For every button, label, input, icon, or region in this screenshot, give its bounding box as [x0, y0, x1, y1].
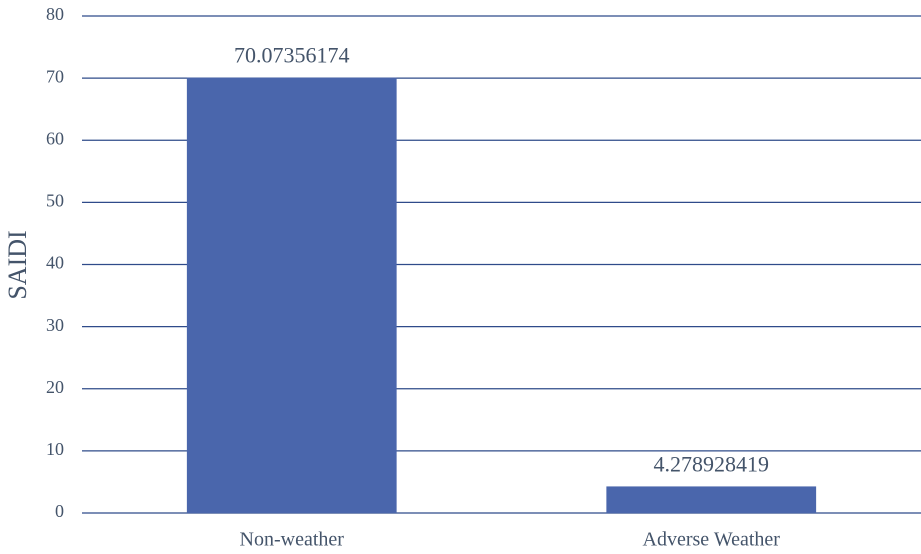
y-tick-label: 10	[46, 439, 64, 459]
y-tick-label: 80	[46, 4, 64, 24]
y-tick-label: 30	[46, 315, 64, 335]
y-tick-label: 60	[46, 128, 64, 148]
data-label: 70.07356174	[234, 43, 350, 68]
bar	[186, 77, 397, 513]
y-tick-label: 40	[46, 253, 64, 273]
y-axis-title: SAIDI	[3, 230, 32, 299]
y-tick-label: 50	[46, 191, 64, 211]
bar	[606, 486, 817, 513]
data-label: 4.278928419	[654, 451, 770, 476]
y-tick-label: 70	[46, 66, 64, 86]
y-tick-label: 20	[46, 377, 64, 397]
y-tick-label: 0	[55, 501, 64, 521]
x-tick-label: Adverse Weather	[643, 529, 781, 551]
x-tick-label: Non-weather	[240, 529, 345, 551]
